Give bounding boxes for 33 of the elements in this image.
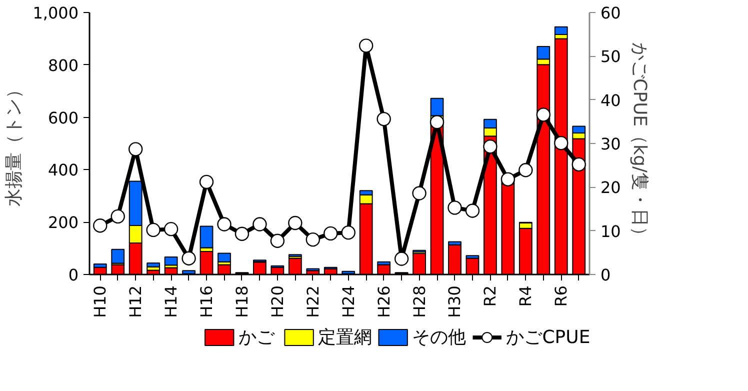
x-tick-label: H14	[162, 286, 181, 318]
x-tick-label: R2	[480, 286, 500, 307]
x-tick-label: R6	[552, 286, 571, 307]
y-tick-label: 0	[68, 266, 79, 284]
y-tick-label: 600	[48, 108, 79, 128]
legend-label: その他	[412, 327, 466, 348]
x-tick-label: H16	[197, 286, 216, 318]
legend-label: かごCPUE	[506, 327, 590, 348]
y2-axis-title: かごCPUE（kg/隻・日）	[628, 42, 650, 244]
x-tick-label: H18	[232, 286, 252, 318]
x-tick-label: H20	[268, 286, 287, 318]
y-tick-label: 800	[48, 56, 79, 75]
y2-tick-label: 30	[600, 134, 621, 154]
x-tick-label: H22	[303, 286, 322, 318]
y-tick-label: 400	[48, 160, 79, 180]
y2-tick-label: 20	[600, 178, 621, 198]
y2-tick-label: 40	[600, 90, 621, 110]
legend-label: 定置網	[318, 327, 372, 348]
y2-tick-label: 50	[600, 47, 621, 66]
y2-tick-label: 0	[600, 266, 611, 284]
y-axis-title: 水揚量（トン）	[4, 80, 25, 206]
y2-tick-label: 10	[600, 222, 621, 241]
x-tick-label: H26	[374, 286, 394, 318]
legend-label: かご	[238, 327, 276, 348]
y-tick-label: 200	[48, 213, 79, 232]
x-tick-label: H30	[445, 286, 464, 318]
x-tick-label: H28	[410, 286, 429, 318]
x-tick-label: H10	[90, 286, 110, 318]
x-tick-label: H24	[338, 286, 358, 318]
y2-tick-label: 60	[600, 4, 621, 22]
x-tick-label: R4	[516, 286, 536, 307]
x-tick-label: H12	[126, 286, 146, 318]
y-tick-label: 1,000	[32, 4, 79, 22]
